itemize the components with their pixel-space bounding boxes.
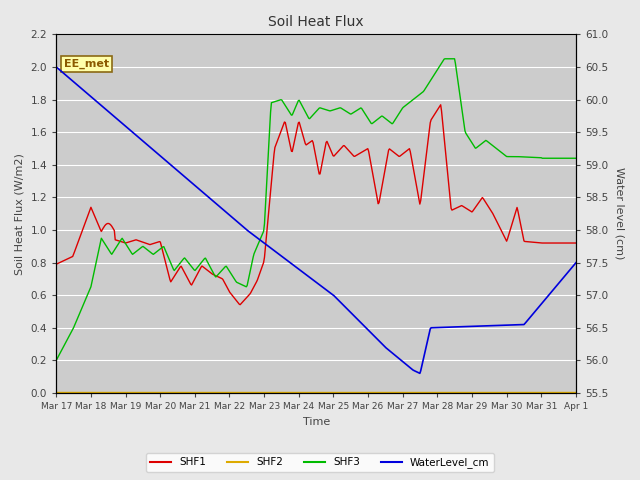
- SHF3: [441, 56, 449, 61]
- SHF1: [437, 102, 445, 108]
- Line: SHF1: SHF1: [56, 105, 576, 305]
- Y-axis label: Soil Heat Flux (W/m2): Soil Heat Flux (W/m2): [15, 153, 25, 275]
- SHF1: [572, 240, 580, 246]
- SHF3: [359, 107, 367, 113]
- SHF1: [52, 261, 60, 267]
- WaterLevel_cm: [359, 322, 367, 327]
- SHF1: [145, 241, 152, 247]
- WaterLevel_cm: [416, 371, 424, 376]
- SHF3: [572, 156, 580, 161]
- SHF3: [186, 262, 194, 267]
- SHF2: [399, 389, 407, 395]
- SHF3: [52, 358, 60, 363]
- WaterLevel_cm: [52, 64, 60, 70]
- SHF2: [145, 389, 152, 395]
- SHF2: [444, 389, 451, 395]
- SHF1: [445, 188, 453, 193]
- SHF2: [186, 389, 194, 395]
- Legend: SHF1, SHF2, SHF3, WaterLevel_cm: SHF1, SHF2, SHF3, WaterLevel_cm: [146, 453, 494, 472]
- SHF1: [401, 150, 408, 156]
- WaterLevel_cm: [186, 179, 194, 184]
- Y-axis label: Water level (cm): Water level (cm): [615, 168, 625, 260]
- SHF2: [52, 389, 60, 395]
- Line: SHF3: SHF3: [56, 59, 576, 360]
- Text: EE_met: EE_met: [64, 59, 109, 69]
- SHF1: [360, 148, 367, 154]
- WaterLevel_cm: [145, 143, 152, 148]
- Title: Soil Heat Flux: Soil Heat Flux: [268, 15, 364, 29]
- SHF3: [399, 104, 407, 110]
- SHF3: [445, 56, 452, 61]
- Line: WaterLevel_cm: WaterLevel_cm: [56, 67, 576, 373]
- SHF3: [145, 248, 152, 253]
- WaterLevel_cm: [445, 324, 452, 330]
- SHF1: [289, 149, 296, 155]
- SHF2: [572, 389, 580, 395]
- SHF1: [186, 280, 194, 286]
- WaterLevel_cm: [572, 260, 580, 265]
- SHF3: [287, 112, 295, 118]
- WaterLevel_cm: [287, 261, 295, 266]
- X-axis label: Time: Time: [303, 417, 330, 427]
- SHF1: [236, 302, 244, 308]
- SHF2: [359, 389, 367, 395]
- WaterLevel_cm: [399, 359, 407, 365]
- SHF2: [287, 389, 295, 395]
